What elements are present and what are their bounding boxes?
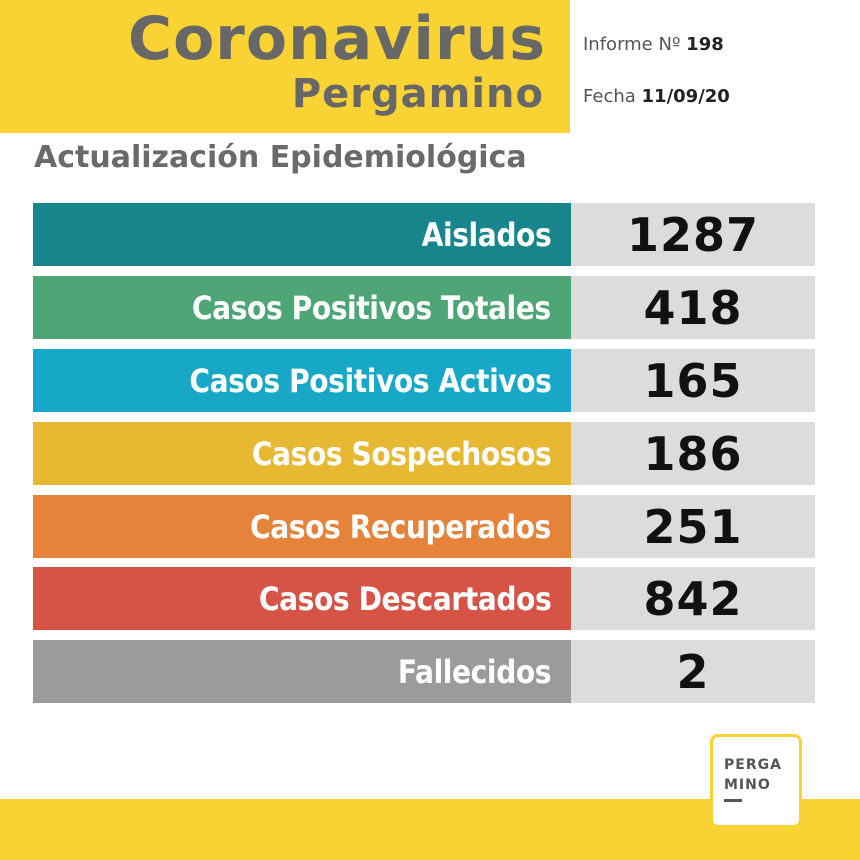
stat-value-box: 1287 (571, 203, 815, 266)
report-date-value: 11/09/20 (641, 86, 730, 107)
report-number-value: 198 (686, 34, 724, 55)
stat-value-box: 842 (571, 567, 815, 630)
stat-value: 165 (643, 353, 743, 408)
stat-row-recuperados: Casos Recuperados 251 (33, 495, 815, 558)
stat-value: 1287 (626, 207, 760, 262)
report-number-label: Informe Nº (583, 34, 681, 55)
stat-row-positivos-activos: Casos Positivos Activos 165 (33, 349, 815, 412)
stat-label-box: Casos Sospechosos (33, 422, 571, 485)
stat-row-sospechosos: Casos Sospechosos 186 (33, 422, 815, 485)
stat-label: Casos Positivos Totales (192, 288, 551, 327)
stat-label: Fallecidos (397, 652, 552, 691)
section-title: Actualización Epidemiológica (34, 140, 527, 175)
report-number: Informe Nº 198 (583, 34, 724, 55)
logo-text-line1: PERGA (724, 757, 782, 773)
report-date: Fecha 11/09/20 (583, 86, 730, 107)
pergamino-logo: PERGA MINO (710, 734, 802, 828)
stat-label: Casos Recuperados (250, 507, 551, 546)
page-title: Coronavirus (128, 4, 546, 74)
stat-value-box: 186 (571, 422, 815, 485)
stat-row-descartados: Casos Descartados 842 (33, 567, 815, 630)
stat-row-positivos-totales: Casos Positivos Totales 418 (33, 276, 815, 339)
stat-label: Casos Sospechosos (251, 434, 552, 473)
stat-label: Aislados (421, 215, 551, 254)
stat-value-box: 165 (571, 349, 815, 412)
stat-label: Casos Positivos Activos (188, 361, 552, 400)
stat-value-box: 418 (571, 276, 815, 339)
stat-value: 842 (643, 571, 743, 626)
stat-value: 418 (643, 280, 743, 335)
stat-value-box: 251 (571, 495, 815, 558)
stat-label-box: Aislados (33, 203, 571, 266)
page-subtitle: Pergamino (291, 71, 544, 117)
stat-value: 2 (676, 644, 710, 699)
logo-underline (724, 799, 742, 802)
stat-label-box: Casos Positivos Activos (33, 349, 571, 412)
report-date-label: Fecha (583, 86, 636, 107)
stat-row-aislados: Aislados 1287 (33, 203, 815, 266)
stat-label-box: Casos Recuperados (33, 495, 571, 558)
header-banner: Coronavirus Pergamino (0, 0, 570, 133)
logo-text-line2: MINO (724, 777, 771, 793)
stat-value: 186 (643, 426, 743, 481)
stat-label-box: Casos Descartados (33, 567, 571, 630)
stat-label-box: Fallecidos (33, 640, 571, 703)
stat-row-fallecidos: Fallecidos 2 (33, 640, 815, 703)
stat-label: Casos Descartados (258, 579, 552, 618)
stat-value: 251 (643, 499, 743, 554)
stat-value-box: 2 (571, 640, 815, 703)
stat-label-box: Casos Positivos Totales (33, 276, 571, 339)
